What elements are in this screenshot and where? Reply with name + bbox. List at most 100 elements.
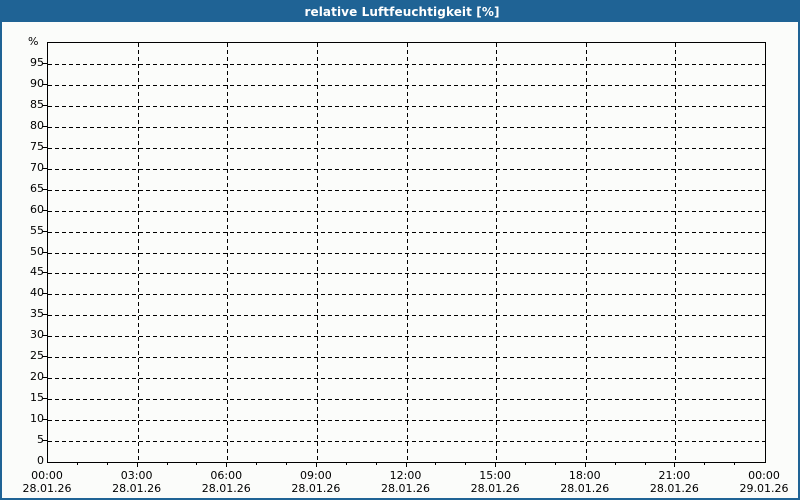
y-axis-tick-mark [42,440,47,441]
x-axis-tick-time: 00:00 [31,469,63,482]
y-axis-tick-label: 55 [30,223,44,237]
x-axis-tick-date: 28.01.26 [470,482,520,495]
x-axis-tick-date: 29.01.26 [739,482,789,495]
page-title: relative Luftfeuchtigkeit [%] [304,5,500,19]
x-axis-tick-date: 28.01.26 [201,482,251,495]
x-axis-tick-mark-minor [525,462,526,465]
x-axis-tick-mark-major [495,462,496,467]
x-axis-tick-date: 28.01.26 [291,482,341,495]
x-axis-tick-label: 00:00 28.01.26 [2,469,92,495]
chart-canvas: % 0 5 10 15 20 25 30 35 40 45 50 55 60 65 70 75 80 85 90 95… [2,22,798,498]
y-axis-tick-label: 95 [30,55,44,69]
x-axis-tick-label: 03:00 28.01.26 [92,469,182,495]
x-axis-ticks [2,22,798,498]
x-axis-tick-date: 28.01.26 [22,482,72,495]
x-axis-tick-date: 28.01.26 [112,482,162,495]
x-axis-tick-label: 12:00 28.01.26 [361,469,451,495]
window-title-bar: relative Luftfeuchtigkeit [%] [2,2,798,22]
x-axis-tick-mark-minor [107,462,108,465]
x-axis-tick-mark-minor [734,462,735,465]
x-axis-tick-mark-major [137,462,138,467]
y-axis-tick-mark [42,293,47,294]
y-axis-tick-label: 50 [30,244,44,258]
y-axis-tick-mark [42,272,47,273]
y-axis-tick-mark [42,252,47,253]
x-axis-tick-label: 00:00 29.01.26 [719,469,798,495]
x-axis-tick-time: 12:00 [389,469,422,482]
x-axis-tick-mark-major [226,462,227,467]
y-axis-tick-mark [42,126,47,127]
y-axis-tick-label: 85 [30,97,44,111]
y-axis-tick-label: 5 [37,433,44,447]
x-axis-tick-mark-minor [615,462,616,465]
y-axis-tick-mark [42,377,47,378]
x-axis-tick-time: 06:00 [210,469,243,482]
y-axis-tick-mark [42,210,47,211]
y-axis-tick-mark [42,419,47,420]
y-axis-tick-label: 45 [30,265,44,279]
x-axis-tick-mark-minor [286,462,287,465]
y-axis-tick-label: 70 [30,160,44,174]
x-axis-tick-time: 00:00 [748,469,780,482]
x-axis-tick-label: 09:00 28.01.26 [271,469,361,495]
x-axis-tick-mark-minor [465,462,466,465]
x-axis-labels: 00:00 28.01.26 03:00 28.01.26 06:00 28.01.26 0… [2,22,798,498]
x-axis-tick-mark-minor [645,462,646,465]
x-axis-tick-mark-minor [435,462,436,465]
plot-area [47,42,766,463]
x-axis-tick-mark-minor [256,462,257,465]
y-axis-tick-label: 60 [30,202,44,216]
y-axis-labels: 0 5 10 15 20 25 30 35 40 45 50 55 60 65 70 75 80 85 90 95 [2,22,44,498]
y-axis-tick-label: 0 [37,454,44,467]
y-axis-tick-label: 65 [30,181,44,195]
y-axis-tick-mark [42,314,47,315]
x-axis-tick-label: 18:00 28.01.26 [540,469,630,495]
x-axis-tick-date: 28.01.26 [560,482,610,495]
y-axis-tick-label: 10 [30,412,44,426]
y-axis-tick-label: 25 [30,349,44,363]
y-axis-tick-mark [42,231,47,232]
x-axis-tick-date: 28.01.26 [649,482,699,495]
x-axis-tick-time: 03:00 [120,469,153,482]
x-axis-tick-mark-minor [555,462,556,465]
y-axis-tick-label: 30 [30,328,44,342]
y-axis-tick-label: 90 [30,76,44,90]
y-axis-tick-mark [42,105,47,106]
y-axis-tick-mark [42,335,47,336]
x-axis-tick-time: 18:00 [568,469,601,482]
y-axis-tick-label: 15 [30,391,44,405]
x-axis-tick-mark-minor [196,462,197,465]
x-axis-tick-time: 21:00 [658,469,691,482]
y-axis-tick-mark [42,189,47,190]
y-axis-tick-label: 80 [30,118,44,132]
x-axis-tick-time: 15:00 [479,469,511,482]
x-axis-tick-label: 06:00 28.01.26 [181,469,271,495]
x-axis-tick-mark-minor [376,462,377,465]
y-axis-tick-mark [42,84,47,85]
y-axis-tick-mark [42,168,47,169]
y-axis-unit-label: % [28,35,39,48]
y-axis-tick-mark [42,63,47,64]
x-axis-tick-mark-major [406,462,407,467]
y-axis-tick-label: 40 [30,286,44,300]
x-axis-tick-mark-major [585,462,586,467]
y-axis-tick-mark [42,398,47,399]
x-axis-tick-time: 09:00 [300,469,332,482]
y-axis-tick-mark [42,147,47,148]
x-axis-tick-mark-minor [77,462,78,465]
x-axis-tick-mark-minor [167,462,168,465]
y-axis-tick-label: 20 [30,370,44,384]
y-axis-tick-label: 35 [30,307,44,321]
x-axis-tick-label: 21:00 28.01.26 [629,469,719,495]
x-axis-tick-mark-minor [704,462,705,465]
x-axis-tick-date: 28.01.26 [381,482,430,495]
y-axis-ticks [2,22,48,498]
y-axis-tick-mark [42,356,47,357]
grid-lines [48,43,765,462]
x-axis-tick-mark-major [674,462,675,467]
y-axis-tick-label: 75 [30,139,44,153]
x-axis-tick-label: 15:00 28.01.26 [450,469,540,495]
x-axis-tick-mark-minor [346,462,347,465]
x-axis-tick-mark-major [316,462,317,467]
